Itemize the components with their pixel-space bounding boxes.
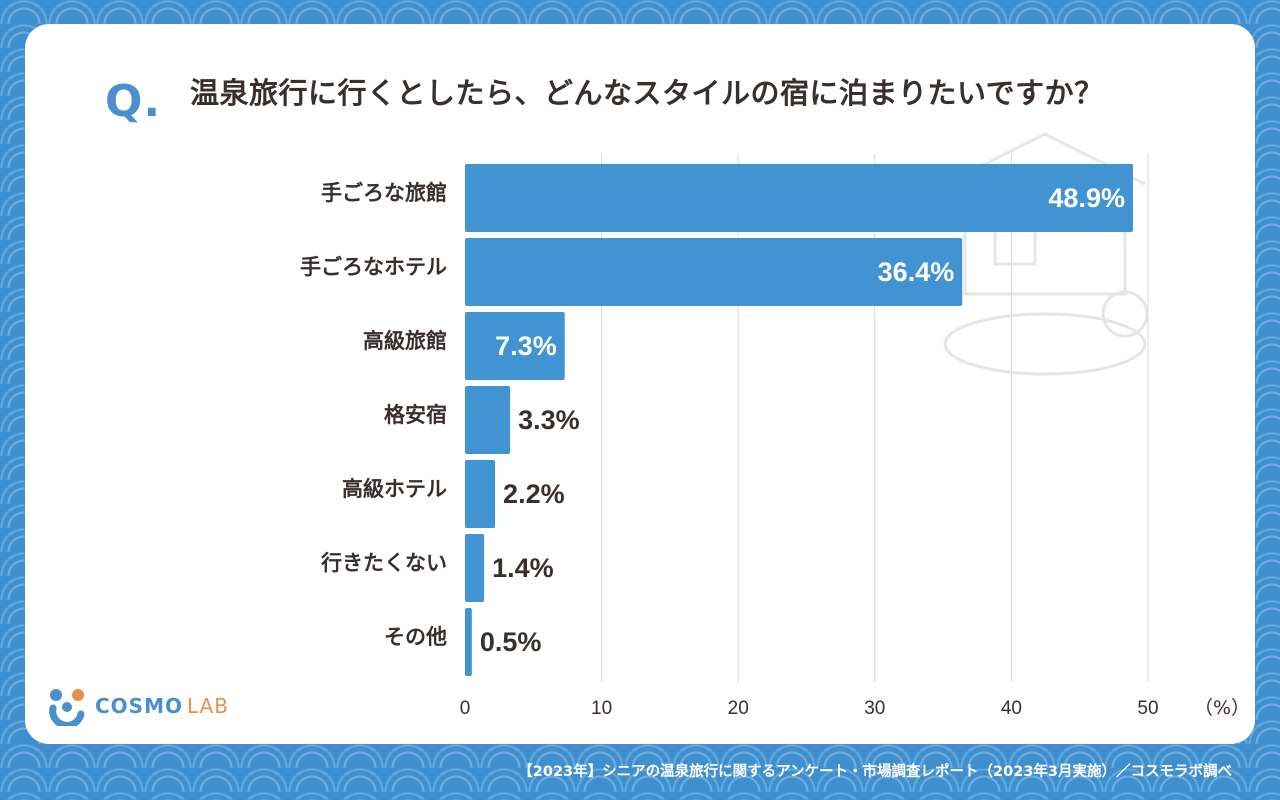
- x-tick-label: 40: [1001, 698, 1022, 719]
- logo-name-main: COSMO: [95, 694, 183, 718]
- cosmo-lab-logo: COSMO LAB: [47, 684, 229, 729]
- category-label: 高級旅館: [363, 329, 447, 353]
- question-mark: Q.: [105, 76, 162, 127]
- x-tick-label: 0: [460, 698, 471, 719]
- value-label: 0.5%: [480, 627, 542, 657]
- x-tick-label: 10: [591, 698, 612, 719]
- value-label: 7.3%: [495, 331, 557, 361]
- bar: [465, 312, 565, 380]
- value-label: 1.4%: [492, 553, 554, 583]
- value-label: 3.3%: [518, 405, 580, 435]
- bar: [465, 164, 1133, 232]
- value-label: 36.4%: [878, 257, 955, 287]
- x-unit-label: （%）: [1194, 697, 1250, 719]
- category-label: その他: [384, 625, 447, 649]
- bar: [465, 386, 511, 454]
- category-label: 高級ホテル: [342, 477, 447, 501]
- logo-icon: [47, 686, 87, 729]
- source-footer: 【2023年】シニアの温泉旅行に関するアンケート・市場調査レポート（2023年3…: [518, 764, 1232, 780]
- question-title: 温泉旅行に行くとしたら、どんなスタイルの宿に泊まりたいですか？: [190, 76, 1104, 110]
- category-label: 手ごろなホテル: [300, 255, 447, 279]
- logo-name-sub: LAB: [187, 694, 230, 718]
- chart-card: Q. 温泉旅行に行くとしたら、どんなスタイルの宿に泊まりたいですか？ 0 10 20…: [25, 24, 1255, 744]
- bar-chart: 0 10 20 30 40 50 （%） 手ごろな旅館 48.9% 手ごろなホテル 36.4% 高級旅…: [300, 154, 1250, 719]
- category-label: 手ごろな旅館: [321, 181, 447, 205]
- x-tick-label: 20: [728, 698, 749, 719]
- bar: [465, 608, 472, 676]
- x-tick-label: 30: [864, 698, 885, 719]
- value-label: 48.9%: [1048, 183, 1125, 213]
- logo-text: COSMO LAB: [95, 694, 229, 718]
- bar: [465, 534, 485, 602]
- bar: [465, 238, 963, 306]
- value-label: 2.2%: [503, 479, 565, 509]
- category-label: 行きたくない: [320, 551, 447, 575]
- x-tick-label: 50: [1137, 698, 1158, 719]
- category-label: 格安宿: [384, 403, 447, 427]
- bar: [465, 460, 496, 528]
